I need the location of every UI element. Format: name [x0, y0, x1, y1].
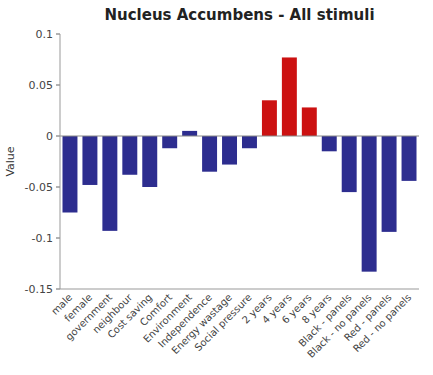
chart-container: Nucleus Accumbens - All stimuli Value -0.1… [0, 0, 433, 375]
y-tick-label: 0 [46, 130, 53, 143]
bar [182, 131, 197, 136]
bar [322, 136, 337, 151]
bar [242, 136, 257, 148]
y-tick-label: 0.05 [29, 79, 54, 92]
y-tick-label: -0.15 [25, 283, 53, 296]
y-tick [56, 187, 60, 188]
x-axis-line [60, 289, 419, 290]
y-axis: -0.15 -0.1 -0.05 0 0.05 0.1 [25, 28, 60, 296]
title: Nucleus Accumbens - All stimuli [104, 6, 374, 24]
y-tick [56, 136, 60, 137]
bar [382, 136, 397, 232]
bar [262, 100, 277, 136]
chart-svg: Nucleus Accumbens - All stimuli Value -0.1… [0, 0, 433, 375]
bar [202, 136, 217, 172]
y-axis-label: Value [4, 146, 17, 176]
bar [62, 136, 77, 213]
y-tick-label: -0.05 [25, 181, 53, 194]
y-tick-label: -0.1 [32, 232, 53, 245]
y-axis-line [60, 34, 61, 289]
bar [302, 107, 317, 136]
bar [82, 136, 97, 185]
bar [402, 136, 417, 181]
bar [142, 136, 157, 187]
bar [222, 136, 237, 165]
x-tick-label: Red - no panels [351, 292, 414, 355]
bar [282, 57, 297, 136]
bar [102, 136, 117, 231]
y-tick [56, 289, 60, 290]
y-tick [56, 34, 60, 35]
y-tick [56, 238, 60, 239]
x-axis: malefemalegovernmentneighbourCost saving… [49, 291, 413, 360]
bar [342, 136, 357, 192]
bar [162, 136, 177, 148]
bars [62, 57, 416, 271]
y-tick [56, 85, 60, 86]
y-tick-label: 0.1 [36, 28, 54, 41]
zero-line [60, 136, 419, 137]
bar [122, 136, 137, 175]
bar [362, 136, 377, 272]
